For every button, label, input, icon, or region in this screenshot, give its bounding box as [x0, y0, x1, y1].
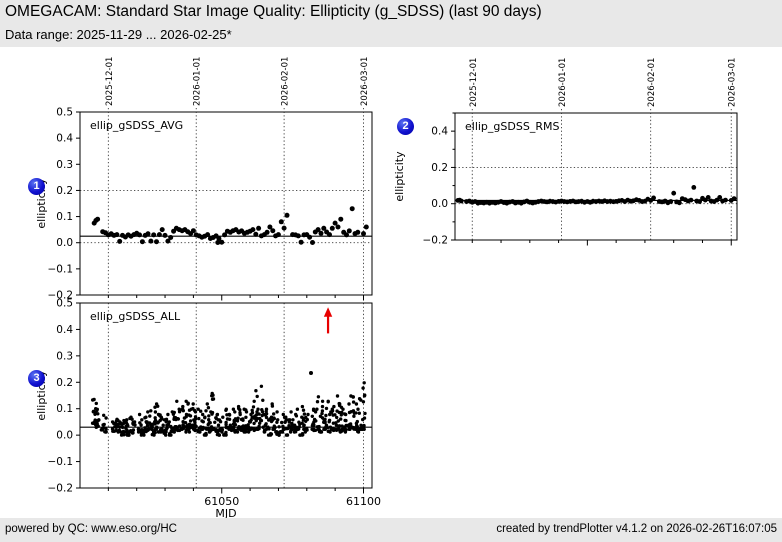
svg-text:0.3: 0.3 [56, 350, 73, 362]
all-plot-frame [79, 302, 373, 489]
svg-text:0.0: 0.0 [56, 430, 73, 442]
svg-text:61050: 61050 [204, 495, 239, 508]
rms-plot-frame [454, 112, 738, 241]
svg-text:0.2: 0.2 [431, 162, 448, 174]
svg-text:0.3: 0.3 [56, 159, 73, 171]
all-x-axis-title: MJD [215, 507, 236, 520]
avg-plot-frame [79, 111, 373, 296]
svg-text:0.4: 0.4 [56, 324, 73, 336]
footer-created-text: created by trendPlotter v4.1.2 on 2026-0… [496, 523, 777, 535]
svg-text:0.4: 0.4 [431, 126, 448, 138]
svg-text:2026-01-01: 2026-01-01 [193, 57, 203, 106]
svg-text:−0.1: −0.1 [48, 263, 74, 275]
rms-chart: 0.4 0.2 0.0 −0.2 2025-12-01 2026-01-01 2026-02… [393, 58, 738, 247]
data-range-subtitle: Data range: 2025-11-29 ... 2026-02-25* [5, 27, 232, 42]
svg-text:2026-01-01: 2026-01-01 [558, 58, 568, 107]
svg-text:−0.1: −0.1 [48, 456, 74, 468]
all-chart: 0.5 0.4 0.3 0.2 0.1 0.0 −0.1 −0.2 61050 61100 elli… [35, 298, 381, 521]
svg-text:0.4: 0.4 [56, 133, 73, 145]
rms-points [455, 185, 737, 206]
svg-text:2025-12-01: 2025-12-01 [105, 57, 115, 106]
svg-text:0.1: 0.1 [56, 403, 73, 415]
svg-text:0.5: 0.5 [56, 107, 73, 119]
svg-text:0.2: 0.2 [56, 377, 73, 389]
plot-1-badge[interactable]: 1 [28, 178, 45, 195]
svg-text:2026-03-01: 2026-03-01 [728, 58, 738, 107]
svg-text:−0.2: −0.2 [423, 235, 449, 247]
svg-text:−0.2: −0.2 [48, 483, 74, 495]
plot-2-badge[interactable]: 2 [397, 118, 414, 135]
rms-series-label: ellip_gSDSS_RMS [465, 120, 559, 133]
svg-text:0.5: 0.5 [56, 298, 73, 310]
svg-text:2026-02-01: 2026-02-01 [647, 58, 657, 107]
all-outlier-point [309, 371, 313, 375]
plot-3-badge[interactable]: 3 [28, 370, 45, 387]
footer-qc-text: powered by QC: www.eso.org/HC [5, 523, 177, 535]
avg-chart: 0.5 0.4 0.3 0.2 0.1 0.0 −0.1 −0.2 2025-12-01 2026… [35, 57, 373, 302]
svg-text:0.0: 0.0 [56, 237, 73, 249]
all-points [90, 371, 367, 437]
svg-text:−0.2: −0.2 [48, 290, 74, 302]
footer-band [0, 518, 782, 542]
svg-text:0.0: 0.0 [431, 198, 448, 210]
svg-text:61100: 61100 [346, 495, 381, 508]
svg-text:0.1: 0.1 [56, 211, 73, 223]
all-series-label: ellip_gSDSS_ALL [90, 310, 181, 323]
out-of-range-up-arrow-icon [323, 307, 333, 334]
svg-text:2026-02-01: 2026-02-01 [281, 57, 291, 106]
svg-text:2025-12-01: 2025-12-01 [469, 58, 479, 107]
svg-text:0.2: 0.2 [56, 185, 73, 197]
rms-y-axis-title: ellipticity [393, 151, 406, 202]
svg-text:2026-03-01: 2026-03-01 [360, 57, 370, 106]
avg-series-label: ellip_gSDSS_AVG [90, 119, 183, 132]
page-title: OMEGACAM: Standard Star Image Quality: E… [5, 3, 542, 20]
header-band [0, 0, 782, 47]
avg-points [91, 206, 369, 245]
